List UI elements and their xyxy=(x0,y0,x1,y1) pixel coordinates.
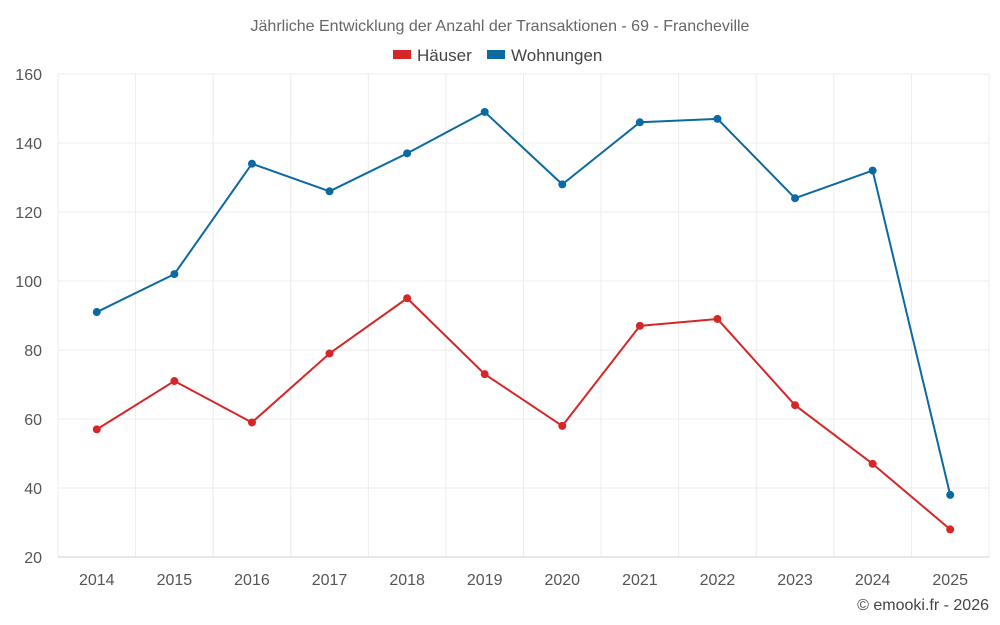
legend-item-wohnungen[interactable]: Wohnungen xyxy=(487,46,602,65)
data-point-wohnungen[interactable] xyxy=(558,180,567,189)
data-point-haeuser[interactable] xyxy=(92,425,101,434)
y-tick-label: 120 xyxy=(15,205,42,222)
y-tick-label: 140 xyxy=(15,136,42,153)
data-point-haeuser[interactable] xyxy=(480,370,489,379)
x-tick-label: 2022 xyxy=(700,572,736,589)
series-line-haeuser xyxy=(96,297,951,531)
x-tick-label: 2025 xyxy=(932,572,968,589)
data-point-wohnungen[interactable] xyxy=(713,114,722,123)
series-haeuser xyxy=(92,294,955,534)
legend: Häuser Wohnungen xyxy=(393,46,602,65)
data-point-wohnungen[interactable] xyxy=(247,159,256,168)
x-tick-label: 2020 xyxy=(544,572,580,589)
data-point-haeuser[interactable] xyxy=(558,421,567,430)
series-wohnungen xyxy=(92,107,955,499)
y-tick-label: 40 xyxy=(24,481,42,498)
grid xyxy=(57,73,990,557)
legend-label-wohnungen: Wohnungen xyxy=(511,46,602,65)
x-tick-label: 2023 xyxy=(777,572,813,589)
data-point-haeuser[interactable] xyxy=(713,314,722,323)
y-tick-label: 100 xyxy=(15,274,42,291)
data-point-wohnungen[interactable] xyxy=(791,194,800,203)
data-point-wohnungen[interactable] xyxy=(946,490,955,499)
series xyxy=(92,107,955,534)
x-tick-label: 2024 xyxy=(855,572,891,589)
series-line-wohnungen xyxy=(96,110,952,496)
data-point-wohnungen[interactable] xyxy=(325,187,334,196)
data-point-wohnungen[interactable] xyxy=(403,149,412,158)
y-tick-label: 60 xyxy=(24,412,42,429)
y-tick-label: 160 xyxy=(15,67,42,84)
data-point-wohnungen[interactable] xyxy=(170,270,179,279)
x-tick-label: 2015 xyxy=(157,572,193,589)
data-point-haeuser[interactable] xyxy=(868,459,877,468)
data-point-wohnungen[interactable] xyxy=(868,166,877,175)
data-point-haeuser[interactable] xyxy=(635,321,644,330)
legend-swatch-wohnungen xyxy=(487,50,505,59)
axes: 20 40 60 80 100 120 140 160 2014 2015 2016 2017 2018… xyxy=(15,67,989,589)
x-tick-label: 2016 xyxy=(234,572,270,589)
x-tick-label: 2021 xyxy=(622,572,658,589)
data-point-haeuser[interactable] xyxy=(170,377,179,386)
y-tick-label: 20 xyxy=(24,550,42,567)
y-tick-label: 80 xyxy=(24,343,42,360)
data-point-haeuser[interactable] xyxy=(403,294,412,303)
data-point-wohnungen[interactable] xyxy=(92,308,101,317)
data-point-haeuser[interactable] xyxy=(247,418,256,427)
data-point-haeuser[interactable] xyxy=(946,525,955,534)
legend-item-haeuser[interactable]: Häuser xyxy=(393,46,472,65)
legend-label-haeuser: Häuser xyxy=(417,46,472,65)
x-tick-label: 2018 xyxy=(389,572,425,589)
x-tick-label: 2017 xyxy=(312,572,348,589)
x-tick-label: 2019 xyxy=(467,572,503,589)
legend-swatch-haeuser xyxy=(393,50,411,59)
data-point-haeuser[interactable] xyxy=(791,401,800,410)
chart-title: Jährliche Entwicklung der Anzahl der Tra… xyxy=(251,18,750,35)
data-point-wohnungen[interactable] xyxy=(635,118,644,127)
credit-text: © emooki.fr - 2026 xyxy=(857,597,989,614)
data-point-wohnungen[interactable] xyxy=(480,107,489,116)
data-point-haeuser[interactable] xyxy=(325,349,334,358)
x-tick-label: 2014 xyxy=(79,572,115,589)
